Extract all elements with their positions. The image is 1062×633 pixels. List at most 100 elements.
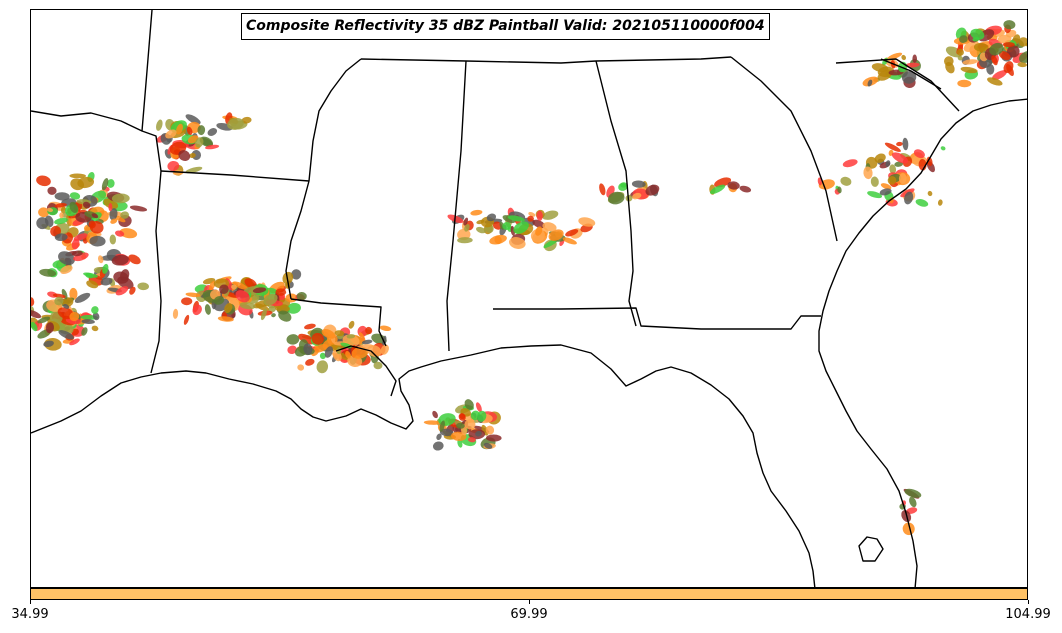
- paintball-blob: [880, 183, 892, 190]
- paintball-blob: [1003, 20, 1016, 30]
- paintball-blob: [298, 333, 315, 345]
- paintball-blob: [475, 226, 487, 234]
- state-border: [595, 60, 637, 327]
- paintball-blob: [60, 206, 66, 214]
- paintball-blob: [542, 222, 557, 232]
- paintball-blob: [156, 119, 163, 131]
- paintball-blob: [913, 149, 925, 159]
- colorbar-tick-label: 34.99: [11, 607, 49, 622]
- state-border: [835, 58, 960, 112]
- state-border: [285, 180, 310, 300]
- paintball-blob: [39, 268, 57, 277]
- paintball-blob: [926, 156, 933, 167]
- paintball-blob: [945, 62, 955, 74]
- paintball-blob: [608, 191, 625, 205]
- paintball-blob: [176, 123, 183, 135]
- paintball-blob: [38, 207, 50, 218]
- paintball-blob: [62, 304, 70, 309]
- paintball-blob: [110, 218, 118, 224]
- paintball-blob: [204, 304, 211, 315]
- paintball-blob: [50, 225, 62, 237]
- map-panel: [30, 9, 1028, 588]
- paintball-blob: [960, 66, 978, 74]
- paintball-blob: [181, 297, 193, 306]
- paintball-blob: [46, 207, 54, 213]
- river-delta: [335, 345, 397, 397]
- paintball-blob: [167, 160, 180, 172]
- paintball-blob: [1007, 45, 1020, 58]
- paintball-blob: [348, 320, 355, 329]
- paintball-blob: [192, 304, 202, 316]
- paintball-blob: [205, 144, 220, 150]
- paintball-blob: [91, 306, 99, 314]
- paintball-blob: [457, 237, 473, 244]
- paintball-blob: [52, 293, 66, 299]
- paintball-blob: [439, 428, 454, 437]
- paintball-blob: [324, 346, 334, 358]
- paintball-blob: [219, 284, 229, 294]
- paintball-blob: [227, 117, 244, 130]
- paintball-blob: [1002, 42, 1015, 48]
- paintball-blob: [365, 326, 373, 335]
- paintball-blob: [542, 210, 559, 220]
- paintball-blob: [902, 137, 909, 151]
- paintball-blob: [58, 251, 75, 265]
- colorbar-tick: [30, 600, 31, 604]
- paintball-blob: [31, 322, 38, 332]
- paintball-blob: [232, 281, 248, 290]
- paintball-blob: [373, 361, 383, 370]
- paintball-blob: [973, 42, 989, 52]
- paintball-blob: [195, 137, 204, 148]
- paintball-blob: [423, 420, 441, 425]
- paintball-blob: [901, 54, 907, 61]
- paintball-blob: [231, 284, 237, 290]
- paintball-blob: [887, 176, 897, 185]
- paintball-blob: [82, 201, 91, 209]
- paintball-blob: [120, 211, 129, 219]
- paintball-blob: [912, 54, 917, 63]
- paintball-blob: [379, 325, 392, 332]
- paintball-blob: [334, 330, 345, 337]
- paintball-blob: [532, 219, 546, 229]
- paintball-blob: [278, 310, 292, 322]
- paintball-blob: [37, 316, 51, 324]
- paintball-blob: [304, 323, 316, 330]
- paintball-blob: [345, 350, 351, 359]
- paintball-blob: [217, 316, 234, 322]
- paintball-blob: [578, 217, 596, 227]
- paintball-blob: [200, 137, 213, 147]
- paintball-blob: [119, 228, 138, 239]
- paintball-blob: [189, 152, 196, 159]
- paintball-blob: [77, 176, 95, 189]
- paintball-blob: [457, 438, 463, 448]
- paintball-blob: [172, 308, 179, 319]
- paintball-blob: [992, 70, 1007, 80]
- paintball-blob: [486, 434, 502, 442]
- paintball-blob: [962, 59, 979, 65]
- paintball-blob: [106, 179, 115, 188]
- paintball-blob: [1019, 50, 1027, 64]
- paintball-blob: [100, 277, 113, 286]
- paintball-blob: [58, 330, 74, 340]
- paintball-blob: [54, 192, 70, 201]
- paintball-blob: [894, 161, 904, 167]
- paintball-blob: [71, 238, 80, 250]
- paintball-blob: [129, 205, 148, 212]
- paintball-blob: [840, 176, 852, 186]
- paintball-blob: [92, 312, 100, 321]
- paintball-blob: [111, 193, 130, 204]
- paintball-blob: [998, 51, 1011, 61]
- paintball-blob: [879, 188, 892, 196]
- paintball-blob: [36, 217, 49, 230]
- paintball-blob: [842, 159, 858, 168]
- paintball-blob: [346, 334, 356, 339]
- paintball-blob: [367, 345, 382, 357]
- state-border: [160, 170, 310, 182]
- paintball-blob: [178, 150, 191, 162]
- paintball-blob: [114, 215, 126, 223]
- paintball-blob: [226, 292, 239, 298]
- paintball-blob: [186, 126, 193, 136]
- paintball-blob: [502, 221, 512, 231]
- paintball-blob: [207, 128, 218, 136]
- boundary-layer: [31, 10, 1027, 587]
